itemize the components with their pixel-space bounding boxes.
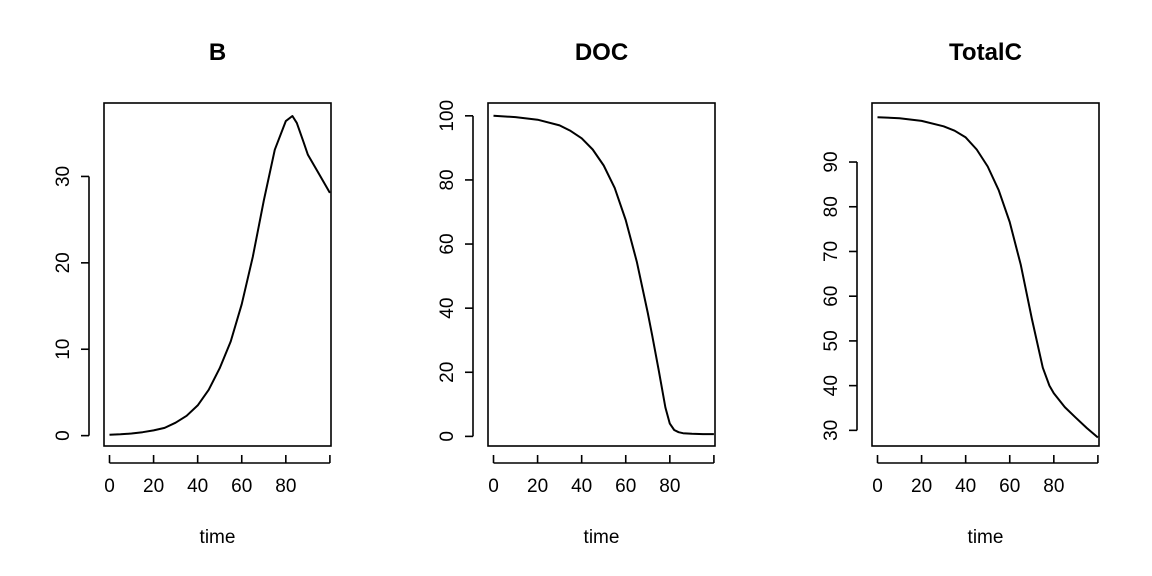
y-tick-label-doc: 60: [437, 233, 458, 254]
x-tick-label-totalc: 0: [872, 476, 883, 497]
x-tick-label-b: 80: [275, 476, 296, 497]
x-tick-label-doc: 40: [571, 476, 592, 497]
y-tick-label-totalc: 90: [821, 151, 842, 172]
y-tick-label-doc: 40: [437, 298, 458, 319]
y-tick-label-doc: 20: [437, 362, 458, 383]
x-tick-label-totalc: 80: [1043, 476, 1064, 497]
x-tick-label-totalc: 60: [999, 476, 1020, 497]
x-tick-label-doc: 80: [659, 476, 680, 497]
y-tick-label-doc: 100: [437, 100, 458, 132]
y-tick-label-b: 20: [53, 252, 74, 273]
y-tick-label-doc: 0: [437, 431, 458, 442]
y-tick-label-totalc: 50: [821, 330, 842, 351]
x-tick-label-totalc: 20: [911, 476, 932, 497]
plot-frame-totalc: [871, 102, 1100, 447]
series-line-b: [109, 115, 331, 436]
y-tick-label-b: 10: [53, 339, 74, 360]
panel-title-totalc: TotalC: [949, 39, 1022, 66]
y-tick-label-b: 0: [53, 430, 74, 441]
x-tick-label-b: 20: [143, 476, 164, 497]
x-tick-label-b: 40: [187, 476, 208, 497]
y-tick-label-totalc: 80: [821, 196, 842, 217]
x-axis-label-doc: time: [584, 527, 620, 548]
x-tick-label-doc: 60: [615, 476, 636, 497]
panel-b: B 0 20 40 60 80 time 0 10 20 30: [53, 39, 332, 548]
series-line-totalc: [877, 116, 1099, 439]
x-tick-label-doc: 0: [488, 476, 499, 497]
y-tick-label-totalc: 40: [821, 375, 842, 396]
series-line-doc: [493, 114, 714, 436]
y-tick-label-doc: 80: [437, 169, 458, 190]
x-tick-label-b: 0: [104, 476, 115, 497]
x-tick-label-totalc: 40: [955, 476, 976, 497]
x-tick-label-b: 60: [231, 476, 252, 497]
panel-title-b: B: [209, 39, 226, 66]
y-tick-label-totalc: 70: [821, 241, 842, 262]
x-axis-label-totalc: time: [968, 527, 1004, 548]
y-tick-label-totalc: 60: [821, 286, 842, 307]
panel-doc: DOC 0 20 40 60 80 time 0 20 40 60 80 100: [437, 39, 716, 548]
x-axis-label-b: time: [200, 527, 236, 548]
y-tick-label-totalc: 30: [821, 420, 842, 441]
panel-title-doc: DOC: [575, 39, 628, 66]
panel-totalc: TotalC 0 20 40 60 80 time 30 40 50 60 70 80 90: [821, 39, 1100, 548]
plot-frame-doc: [487, 102, 716, 447]
plot-frame-b: [103, 102, 332, 447]
x-tick-label-doc: 20: [527, 476, 548, 497]
y-tick-label-b: 30: [53, 166, 74, 187]
